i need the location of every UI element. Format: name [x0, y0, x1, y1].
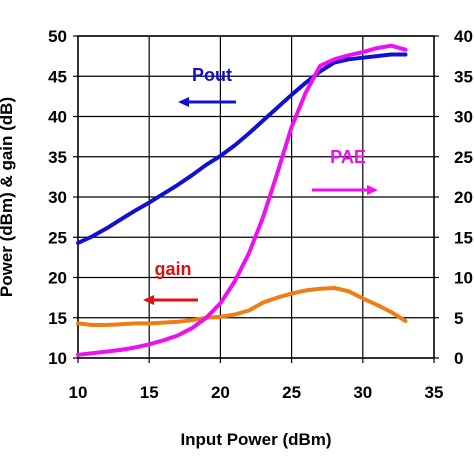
annotation-pout-arrow-head: [178, 97, 189, 107]
y2-tick-label: 30: [454, 108, 473, 127]
y2-tick-label: 10: [454, 269, 473, 288]
grid-lines: [77, 35, 435, 359]
y-tick-label: 30: [48, 188, 67, 207]
y-tick-label: 10: [48, 349, 67, 368]
y-tick-label: 40: [48, 108, 67, 127]
series-line-pae: [76, 43, 408, 357]
y2-tick-label: 40: [454, 27, 473, 46]
y-tick-label: 20: [48, 269, 67, 288]
x-tick-label: 20: [211, 383, 230, 402]
y-axis-left-ticks: 10 15 20 25 30 35 40 45 50: [48, 27, 78, 368]
y2-tick-label: 35: [454, 67, 473, 86]
annotation-pae-label: PAE: [330, 147, 366, 167]
series-layer: [76, 43, 408, 357]
series-line-gain: [76, 286, 408, 327]
annotations: Pout PAE gain: [143, 65, 378, 305]
x-tick-label: 35: [425, 383, 444, 402]
y-tick-label: 35: [48, 148, 67, 167]
annotation-pae-arrow-head: [367, 185, 378, 195]
x-tick-label: 10: [69, 383, 88, 402]
y-axis-title: Power (dBm) & gain (dB): [0, 97, 16, 297]
x-axis-title: Input Power (dBm): [180, 430, 331, 449]
annotation-pout-label: Pout: [192, 65, 232, 85]
annotation-gain-arrow-head: [143, 295, 154, 305]
x-tick-label: 25: [282, 383, 301, 402]
y-tick-label: 50: [48, 27, 67, 46]
y2-tick-label: 15: [454, 228, 473, 247]
y2-tick-label: 20: [454, 188, 473, 207]
y-tick-label: 25: [48, 228, 67, 247]
x-tick-label: 30: [353, 383, 372, 402]
x-tick-label: 15: [140, 383, 159, 402]
y2-tick-label: 25: [454, 148, 473, 167]
y2-tick-label: 5: [454, 309, 463, 328]
x-axis-ticks: 10 15 20 25 30 35: [69, 358, 444, 402]
annotation-gain-label: gain: [154, 259, 191, 279]
y-tick-label: 45: [48, 67, 67, 86]
y-axis-right-ticks: 0 5 10 15 20 25 30 35 40: [434, 27, 473, 368]
y2-tick-label: 0: [454, 349, 463, 368]
series-line-pout: [76, 52, 408, 245]
y-tick-label: 15: [48, 309, 67, 328]
